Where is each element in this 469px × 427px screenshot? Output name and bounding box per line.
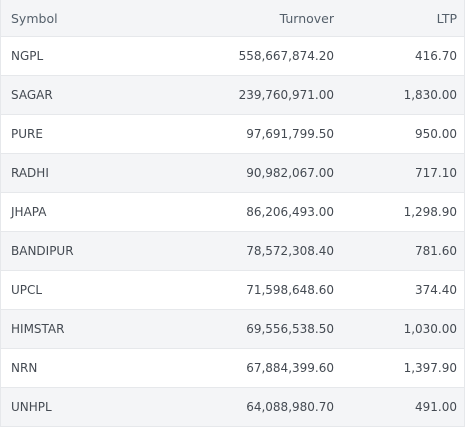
turnover-cell: 558,667,874.20 xyxy=(238,49,334,63)
turnover-cell: 71,598,648.60 xyxy=(246,283,334,297)
table-row[interactable]: NRN 67,884,399.60 1,397.90 xyxy=(1,349,464,388)
turnover-cell: 78,572,308.40 xyxy=(246,244,334,258)
symbol-cell[interactable]: UPCL xyxy=(11,283,43,297)
table-header: Symbol Turnover LTP xyxy=(1,0,464,37)
symbol-cell[interactable]: BANDIPUR xyxy=(11,244,74,258)
turnover-cell: 86,206,493.00 xyxy=(246,205,334,219)
table-row[interactable]: PURE 97,691,799.50 950.00 xyxy=(1,115,464,154)
table-row[interactable]: RADHI 90,982,067.00 717.10 xyxy=(1,154,464,193)
symbol-cell[interactable]: JHAPA xyxy=(11,205,47,219)
symbol-cell[interactable]: NGPL xyxy=(11,49,44,63)
header-ltp[interactable]: LTP xyxy=(436,10,457,26)
turnover-cell: 90,982,067.00 xyxy=(246,166,334,180)
table-row[interactable]: BANDIPUR 78,572,308.40 781.60 xyxy=(1,232,464,271)
turnover-cell: 64,088,980.70 xyxy=(246,400,334,414)
ltp-cell: 717.10 xyxy=(415,166,457,180)
turnover-cell: 67,884,399.60 xyxy=(246,361,334,375)
ltp-cell: 1,830.00 xyxy=(403,88,457,102)
ltp-cell: 491.00 xyxy=(415,400,457,414)
table-row[interactable]: HIMSTAR 69,556,538.50 1,030.00 xyxy=(1,310,464,349)
ltp-cell: 416.70 xyxy=(415,49,457,63)
turnover-cell: 97,691,799.50 xyxy=(246,127,334,141)
table-row[interactable]: SAGAR 239,760,971.00 1,830.00 xyxy=(1,76,464,115)
symbol-cell[interactable]: UNHPL xyxy=(11,400,52,414)
ltp-cell: 1,030.00 xyxy=(403,322,457,336)
turnover-cell: 239,760,971.00 xyxy=(238,88,334,102)
table-row[interactable]: JHAPA 86,206,493.00 1,298.90 xyxy=(1,193,464,232)
ltp-cell: 781.60 xyxy=(415,244,457,258)
table-row[interactable]: UNHPL 64,088,980.70 491.00 xyxy=(1,388,464,427)
ltp-cell: 374.40 xyxy=(415,283,457,297)
turnover-cell: 69,556,538.50 xyxy=(246,322,334,336)
symbol-cell[interactable]: SAGAR xyxy=(11,88,53,102)
table-row[interactable]: UPCL 71,598,648.60 374.40 xyxy=(1,271,464,310)
header-turnover[interactable]: Turnover xyxy=(279,10,334,26)
header-symbol[interactable]: Symbol xyxy=(11,10,58,26)
ltp-cell: 950.00 xyxy=(415,127,457,141)
ltp-cell: 1,298.90 xyxy=(403,205,457,219)
symbol-cell[interactable]: HIMSTAR xyxy=(11,322,65,336)
ltp-cell: 1,397.90 xyxy=(403,361,457,375)
symbol-cell[interactable]: PURE xyxy=(11,127,43,141)
table-row[interactable]: NGPL 558,667,874.20 416.70 xyxy=(1,37,464,76)
symbol-cell[interactable]: RADHI xyxy=(11,166,49,180)
symbol-cell[interactable]: NRN xyxy=(11,361,38,375)
